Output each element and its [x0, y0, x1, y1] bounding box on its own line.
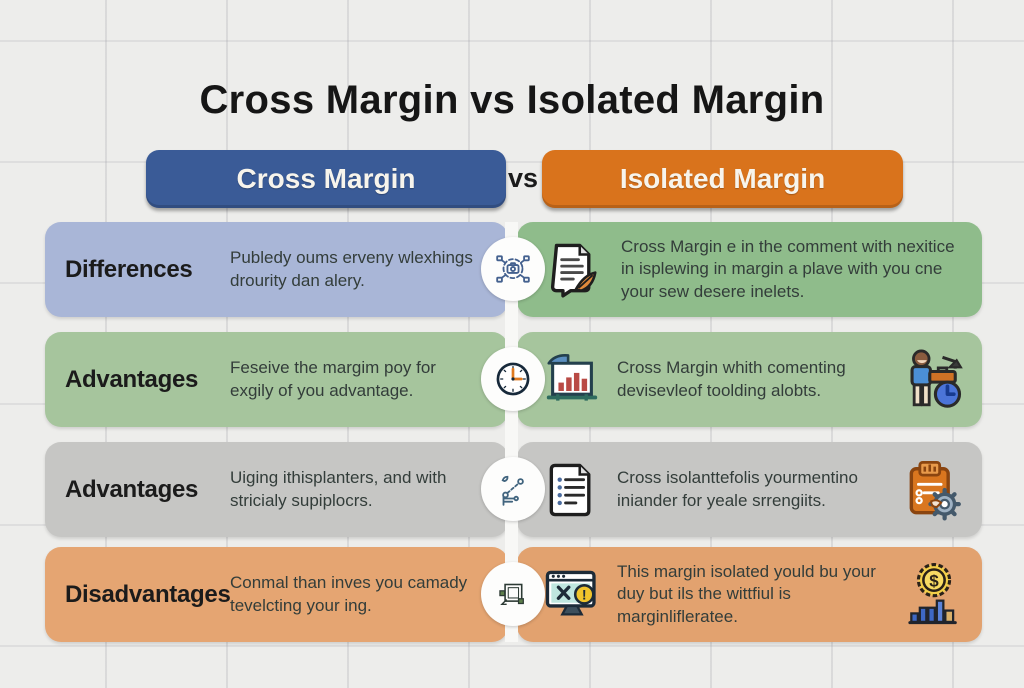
disadvantages-isolated-panel: ! This margin isolated yould bu your duy…	[517, 547, 982, 642]
cross-margin-text: Uiging ithisplanters, and with stricialy…	[230, 468, 447, 510]
cross-margin-text: Publedy oums erveny wlexhings drourity d…	[230, 248, 473, 290]
monitor-warning-icon: !	[541, 564, 603, 626]
row-divider-badge	[481, 457, 545, 521]
dollar-badge-chart-icon: $	[900, 561, 968, 629]
document-quill-icon	[541, 239, 603, 301]
comparison-row-differences: Differences Publedy oums erveny wlexhing…	[45, 222, 982, 317]
crop-frame-icon	[499, 583, 524, 606]
advantages2-isolated-panel: Cross isolanttefolis yourmentino iniande…	[517, 442, 982, 537]
advantages1-cross-panel: Advantages Feseive the margim poy for ex…	[45, 332, 508, 427]
comparison-row-disadvantages: Disadvantages Conmal than inves you cama…	[45, 547, 982, 642]
page-title: Cross Margin vs Isolated Margin	[199, 78, 825, 122]
route-dots-icon	[501, 475, 524, 506]
cross-margin-header-label: Cross Margin	[236, 163, 416, 194]
presentation-chart-icon	[541, 349, 603, 411]
comparison-row-advantages-2: Advantages Uiging ithisplanters, and wit…	[45, 442, 982, 537]
isolated-margin-text: Cross Margin whith comenting devisevleof…	[617, 358, 846, 400]
document-list-icon	[541, 459, 603, 521]
camera-target-icon	[496, 255, 530, 283]
isolated-margin-header: Isolated Margin	[542, 150, 903, 208]
clock-icon	[496, 362, 530, 396]
row-divider-badge	[481, 562, 545, 626]
row-label: Advantages	[65, 365, 199, 393]
person-desk-clock-icon	[900, 346, 968, 414]
row-divider-badge	[481, 237, 545, 301]
row-label: Disadvantages	[65, 580, 231, 608]
isolated-margin-text: This margin isolated yould bu your duy b…	[617, 562, 876, 626]
isolated-margin-text: Cross Margin e in the comment with nexit…	[621, 237, 955, 301]
differences-cross-panel: Differences Publedy oums erveny wlexhing…	[45, 222, 508, 317]
cross-margin-header: Cross Margin	[146, 150, 506, 208]
center-connector-strip	[505, 222, 518, 642]
differences-isolated-panel: Cross Margin e in the comment with nexit…	[517, 222, 982, 317]
clipboard-gear-icon	[900, 456, 968, 524]
cross-margin-text: Conmal than inves you camady tevelcting …	[230, 573, 468, 615]
cross-margin-text: Feseive the margim poy for exgily of you…	[230, 358, 436, 400]
row-divider-badge	[481, 347, 545, 411]
isolated-margin-text: Cross isolanttefolis yourmentino iniande…	[617, 468, 858, 510]
disadvantages-cross-panel: Disadvantages Conmal than inves you cama…	[45, 547, 508, 642]
row-label: Advantages	[65, 475, 199, 503]
advantages2-cross-panel: Advantages Uiging ithisplanters, and wit…	[45, 442, 508, 537]
svg-text:!: !	[582, 587, 587, 603]
comparison-row-advantages-1: Advantages Feseive the margim poy for ex…	[45, 332, 982, 427]
row-label: Differences	[65, 255, 193, 283]
isolated-margin-header-label: Isolated Margin	[619, 163, 826, 194]
advantages1-isolated-panel: Cross Margin whith comenting devisevleof…	[517, 332, 982, 427]
svg-text:$: $	[929, 571, 939, 590]
vs-label: vs	[507, 163, 539, 193]
